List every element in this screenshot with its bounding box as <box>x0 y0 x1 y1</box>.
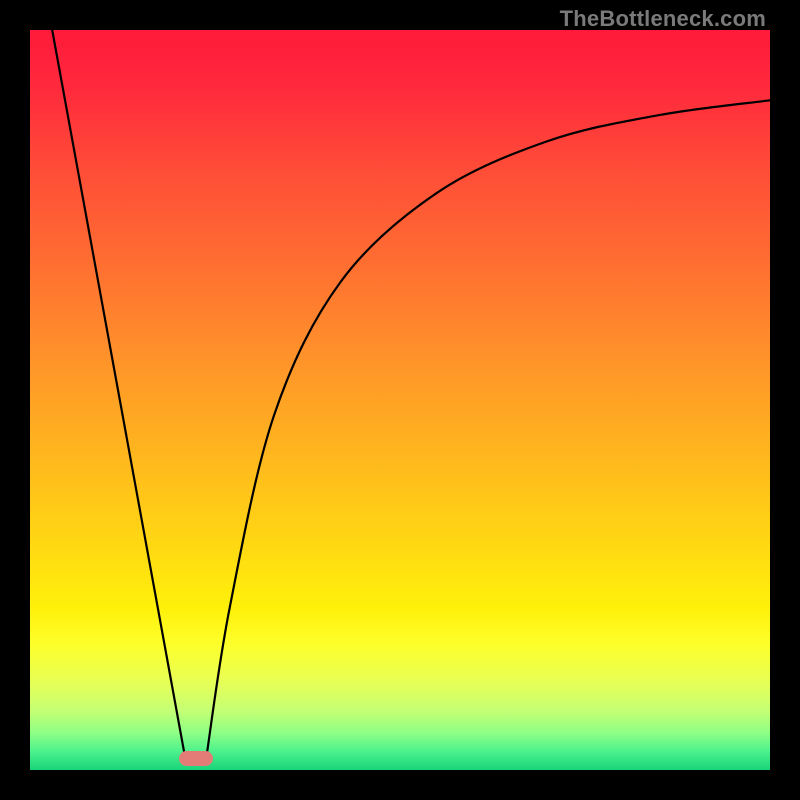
watermark-text: TheBottleneck.com <box>560 6 766 32</box>
bottleneck-curve <box>52 30 770 759</box>
minimum-marker <box>179 751 213 766</box>
chart-frame: TheBottleneck.com <box>0 0 800 800</box>
plot-area <box>30 30 770 770</box>
curve-layer <box>30 30 770 770</box>
